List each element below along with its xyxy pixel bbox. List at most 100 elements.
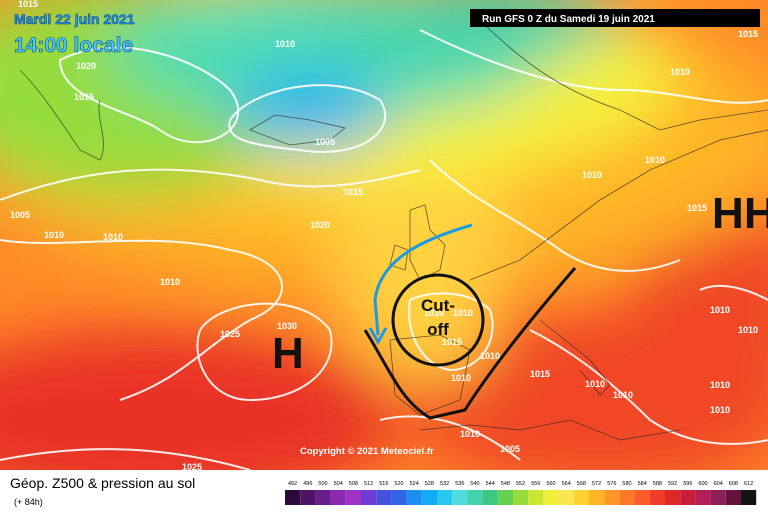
forecast-date: Mardi 22 juin 2021 — [14, 11, 135, 27]
scale-swatch — [361, 490, 377, 505]
scale-label: 584 — [638, 481, 647, 487]
scale-swatch — [467, 490, 483, 505]
scale-swatch — [497, 490, 513, 505]
scale-label: 572 — [592, 481, 601, 487]
scale-swatch — [665, 490, 681, 505]
isobar-label: 1015 — [687, 203, 707, 213]
isobar-label: 1015 — [442, 337, 462, 347]
scale-swatch — [391, 490, 407, 505]
scale-swatch — [345, 490, 361, 505]
scale-label: 532 — [440, 481, 449, 487]
cut-off-label: Cut- — [421, 296, 455, 315]
isobar-label: 1010 — [670, 67, 690, 77]
isobar-label: 1010 — [585, 379, 605, 389]
isobar-label: 1010 — [582, 170, 602, 180]
scale-label: 576 — [607, 481, 616, 487]
scale-swatch — [513, 490, 529, 505]
isobar-label: 1015 — [343, 187, 363, 197]
scale-label: 492 — [288, 481, 297, 487]
scale-swatch — [528, 490, 544, 505]
scale-swatch — [330, 490, 346, 505]
scale-swatch — [376, 490, 392, 505]
scale-swatch — [437, 490, 453, 505]
isobar-label: 1020 — [310, 220, 330, 230]
scale-label: 552 — [516, 481, 525, 487]
scale-label: 520 — [394, 481, 403, 487]
isobar-label: 1010 — [480, 351, 500, 361]
high-pressure-marker: H — [744, 189, 768, 238]
scale-label: 496 — [303, 481, 312, 487]
scale-swatch — [573, 490, 589, 505]
isobar-label: 1010 — [460, 429, 480, 439]
scale-swatch — [543, 490, 559, 505]
scale-swatch — [300, 490, 316, 505]
isobar-label: 1010 — [613, 390, 633, 400]
isobar-label: 1005 — [500, 444, 520, 454]
scale-swatch — [695, 490, 711, 505]
isobar-label: 1030 — [277, 321, 297, 331]
scale-swatch — [482, 490, 498, 505]
scale-label: 568 — [577, 481, 586, 487]
scale-swatch — [680, 490, 696, 505]
scale-label: 580 — [622, 481, 631, 487]
high-pressure-marker: H — [712, 189, 744, 238]
cut-off-label: off — [427, 320, 449, 339]
scale-label: 600 — [698, 481, 707, 487]
scale-label: 548 — [501, 481, 510, 487]
isobar-label: 1020 — [76, 61, 96, 71]
isobar-label: 1010 — [275, 39, 295, 49]
color-scale: 492 496 500 504 508 512 516 520 524 528 532 536 540 5… — [285, 481, 757, 505]
scale-swatch — [649, 490, 665, 505]
isobar-label: 1025 — [220, 329, 240, 339]
scale-swatch — [406, 490, 422, 505]
isobar-label: 1005 — [10, 210, 30, 220]
scale-label: 612 — [744, 481, 753, 487]
scale-swatch — [619, 490, 635, 505]
scale-label: 528 — [425, 481, 434, 487]
scale-label: 512 — [364, 481, 373, 487]
scale-swatch — [452, 490, 468, 505]
scale-label: 536 — [455, 481, 464, 487]
scale-label: 588 — [653, 481, 662, 487]
scale-swatch — [421, 490, 437, 505]
isobar-label: 1010 — [103, 232, 123, 242]
isobar-label: 1010 — [453, 308, 473, 318]
scale-swatch — [725, 490, 741, 505]
isobar-label: 1010 — [645, 155, 665, 165]
isobar-label: 1010 — [710, 380, 730, 390]
scale-swatch — [741, 490, 757, 505]
isobar-label: 1010 — [451, 373, 471, 383]
isobar-label: 1010 — [160, 277, 180, 287]
scale-label: 500 — [318, 481, 327, 487]
scale-swatch — [634, 490, 650, 505]
isobar-label: 1015 — [738, 29, 758, 39]
isobar-label: 1015 — [530, 369, 550, 379]
scale-swatch — [604, 490, 620, 505]
isobar-label: 1015 — [74, 92, 94, 102]
isobar-label: 1005 — [315, 137, 335, 147]
scale-label: 556 — [531, 481, 540, 487]
scale-label: 596 — [683, 481, 692, 487]
isobar-label: 1010 — [738, 325, 758, 335]
scale-label: 504 — [334, 481, 343, 487]
scale-swatch — [589, 490, 605, 505]
scale-swatch — [285, 490, 301, 505]
scale-label: 608 — [729, 481, 738, 487]
labels: 1015 1010 1020 1015 1015 1010 1005 1010 1010 1015… — [10, 0, 768, 470]
run-box — [470, 9, 760, 27]
isobar-label: 1010 — [710, 305, 730, 315]
isobar-label: 1010 — [710, 405, 730, 415]
scale-label: 592 — [668, 481, 677, 487]
isobar-label: 1010 — [424, 308, 444, 318]
scale-label: 604 — [714, 481, 723, 487]
scale-label: 540 — [470, 481, 479, 487]
legend-title: Géop. Z500 & pression au sol — [10, 475, 195, 491]
scale-label: 544 — [486, 481, 495, 487]
scale-label: 560 — [546, 481, 555, 487]
scale-swatch — [710, 490, 726, 505]
isobar-label: 1015 — [18, 0, 38, 9]
scale-label: 516 — [379, 481, 388, 487]
scale-swatch — [558, 490, 574, 505]
